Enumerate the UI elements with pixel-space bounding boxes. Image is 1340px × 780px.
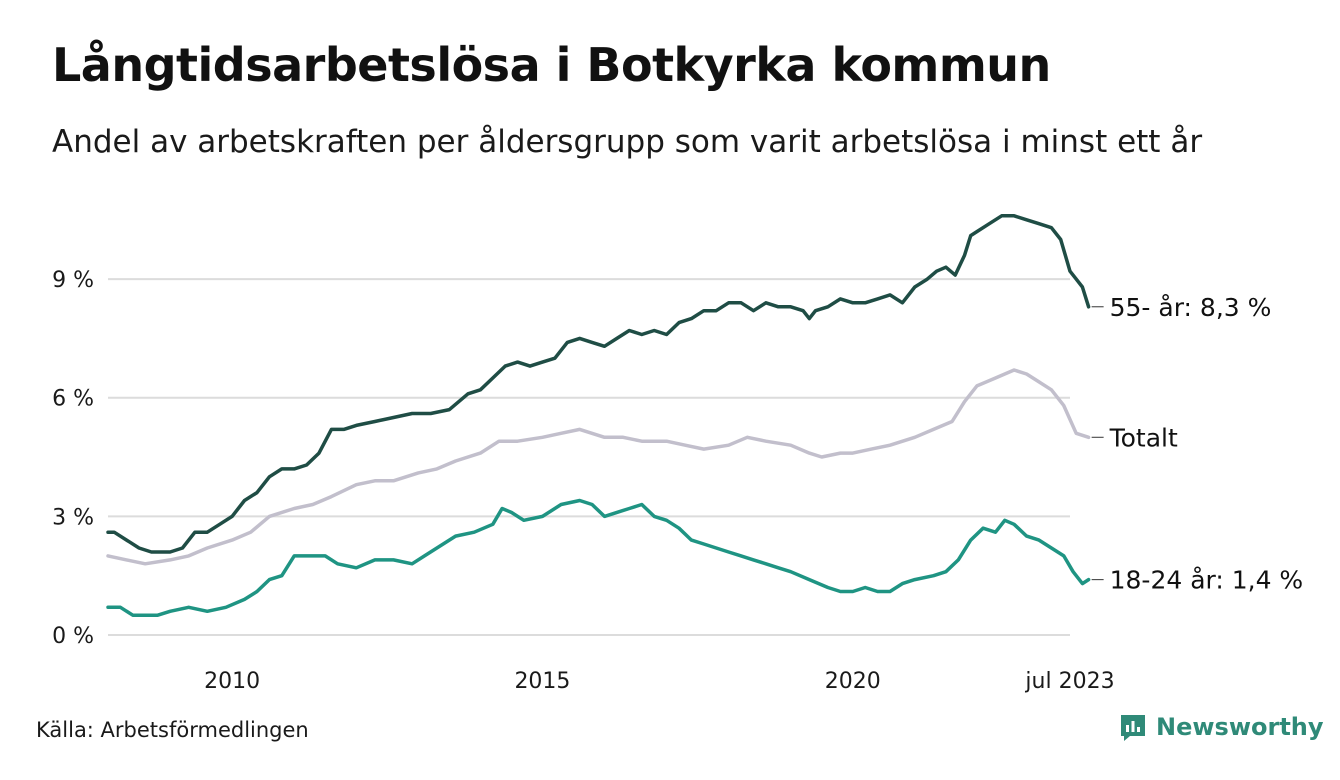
series-line-2 bbox=[106, 498, 1091, 617]
brand-name: Newsworthy bbox=[1156, 713, 1324, 741]
series-line-1 bbox=[106, 368, 1091, 566]
y-tick-label: 3 % bbox=[52, 505, 94, 530]
y-tick-label: 9 % bbox=[52, 268, 94, 293]
x-tick-label: jul 2023 bbox=[1024, 669, 1114, 694]
source-note: Källa: Arbetsförmedlingen bbox=[36, 718, 309, 742]
series-end-label: Totalt bbox=[1109, 423, 1178, 452]
newsworthy-logo-icon bbox=[1121, 715, 1145, 741]
x-tick-label: 2010 bbox=[204, 669, 260, 694]
chart-subtitle: Andel av arbetskraften per åldersgrupp s… bbox=[52, 124, 1203, 160]
brand-logo: Newsworthy bbox=[1118, 712, 1324, 742]
grid-lines bbox=[108, 278, 1070, 636]
series-end-label: 55- år: 8,3 % bbox=[1110, 293, 1272, 322]
series-end-labels: 55- år: 8,3 % Totalt 18-24 år: 1,4 % bbox=[1091, 293, 1304, 595]
series-lines bbox=[106, 214, 1091, 617]
y-tick-label: 6 % bbox=[52, 387, 94, 412]
series-line-0 bbox=[106, 214, 1091, 554]
series-end-label: 18-24 år: 1,4 % bbox=[1110, 566, 1304, 595]
x-tick-label: 2015 bbox=[514, 669, 570, 694]
chart-title: Långtidsarbetslösa i Botkyrka kommun bbox=[52, 38, 1051, 92]
y-tick-label: 0 % bbox=[52, 624, 94, 649]
axis-labels: 0 % 3 % 6 % 9 % 2010 2015 2020 jul 2023 bbox=[52, 268, 1114, 694]
x-tick-label: 2020 bbox=[825, 669, 881, 694]
